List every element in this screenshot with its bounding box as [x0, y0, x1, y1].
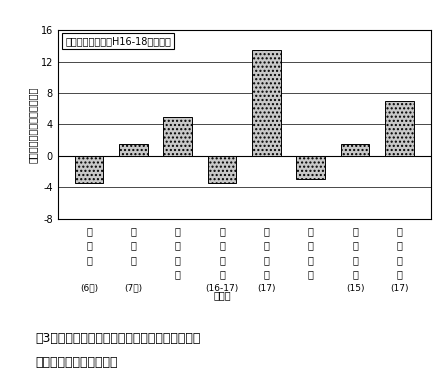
Text: セ: セ	[352, 269, 358, 279]
Text: 農: 農	[396, 255, 402, 265]
Text: 茨: 茨	[263, 226, 270, 236]
Text: 城: 城	[263, 241, 270, 251]
Text: ナガハ」との収量差: ナガハ」との収量差	[36, 356, 118, 369]
Bar	[75, 156, 103, 183]
Text: 試: 試	[175, 269, 181, 279]
Text: 島: 島	[175, 241, 181, 251]
Text: 図3　「なごみまる」の配布先等における「タチ: 図3 「なごみまる」の配布先等における「タチ	[36, 332, 201, 345]
Bar	[385, 101, 414, 156]
Text: 福: 福	[175, 226, 181, 236]
Bar	[296, 156, 325, 179]
Text: 城: 城	[219, 241, 225, 251]
Text: 栃: 栃	[308, 226, 313, 236]
Text: 技: 技	[396, 269, 402, 279]
Text: 物: 物	[86, 241, 92, 251]
Text: 玉: 玉	[352, 241, 358, 251]
Bar	[252, 50, 281, 156]
Text: 物: 物	[131, 241, 136, 251]
Text: 研: 研	[131, 255, 136, 265]
Bar	[341, 144, 369, 156]
Y-axis label: タチナガハへの収量差（％）: タチナガハへの収量差（％）	[28, 86, 38, 162]
Text: (7月): (7月)	[124, 284, 143, 293]
Text: 研: 研	[219, 269, 225, 279]
Text: (15): (15)	[346, 284, 364, 293]
Text: 木: 木	[308, 241, 313, 251]
Bar	[163, 116, 192, 156]
Text: (17): (17)	[257, 284, 276, 293]
Text: (16-17): (16-17)	[206, 284, 239, 293]
Text: 研: 研	[86, 255, 92, 265]
Text: 水: 水	[263, 255, 270, 265]
Text: 埼: 埼	[352, 226, 358, 236]
Bar	[208, 156, 237, 183]
Text: 農: 農	[219, 255, 225, 265]
Text: 茨: 茨	[219, 226, 225, 236]
Text: （　）書き以外はH16-18年の平均: （ ）書き以外はH16-18年の平均	[65, 36, 171, 46]
Text: 田: 田	[263, 269, 270, 279]
Text: 農: 農	[175, 255, 181, 265]
Text: 広: 広	[396, 226, 402, 236]
Text: 農: 農	[308, 255, 313, 265]
Text: 農: 農	[352, 255, 358, 265]
Text: 試: 試	[308, 269, 313, 279]
Text: (17): (17)	[390, 284, 408, 293]
Text: 作: 作	[86, 226, 92, 236]
Text: 島: 島	[396, 241, 402, 251]
Bar	[119, 144, 148, 156]
Text: 試験地: 試験地	[213, 291, 231, 301]
Text: 作: 作	[131, 226, 136, 236]
Text: (6月): (6月)	[80, 284, 98, 293]
